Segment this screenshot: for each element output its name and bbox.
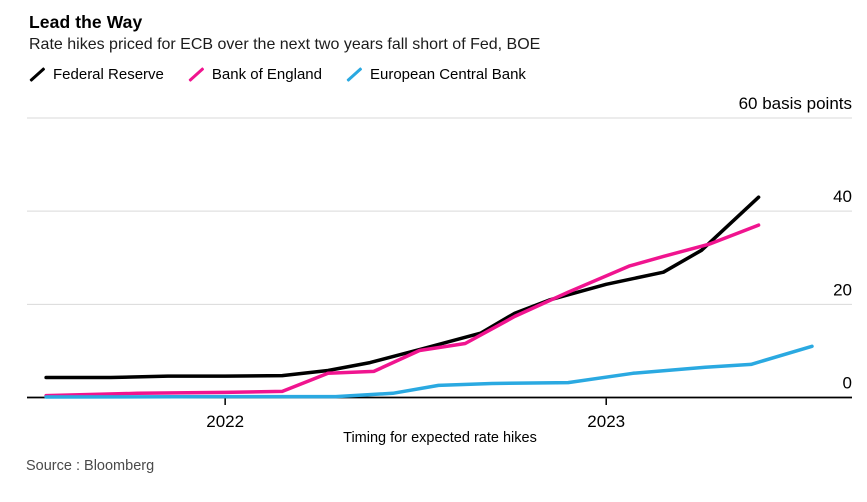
legend-label: Bank of England — [211, 65, 322, 83]
series-line-bank-of-england — [44, 223, 761, 398]
source-attribution: Source : Bloomberg — [26, 458, 155, 474]
legend-item-ecb: European Central Bank — [346, 65, 526, 83]
chart-title: Lead the Way — [29, 12, 143, 32]
legend-label: Federal Reserve — [53, 65, 164, 83]
y-tick-label: 40 — [833, 187, 852, 206]
legend-item-bank-of-england: Bank of England — [188, 65, 322, 83]
y-tick-label: 20 — [833, 280, 852, 299]
x-tick-label: 2023 — [587, 412, 625, 431]
y-tick-label: 0 — [843, 374, 852, 393]
legend-item-federal-reserve: Federal Reserve — [29, 65, 164, 83]
series-line-federal-reserve — [44, 195, 761, 380]
x-tick-label: 2022 — [206, 412, 244, 431]
legend: Federal Reserve Bank of England European… — [29, 65, 550, 83]
chart-subtitle: Rate hikes priced for ECB over the next … — [29, 36, 541, 53]
legend-label: European Central Bank — [369, 65, 526, 83]
series-line-european-central-bank — [44, 344, 814, 399]
y-tick-label: 60 basis points — [739, 94, 852, 113]
x-axis-title: Timing for expected rate hikes — [343, 430, 537, 446]
